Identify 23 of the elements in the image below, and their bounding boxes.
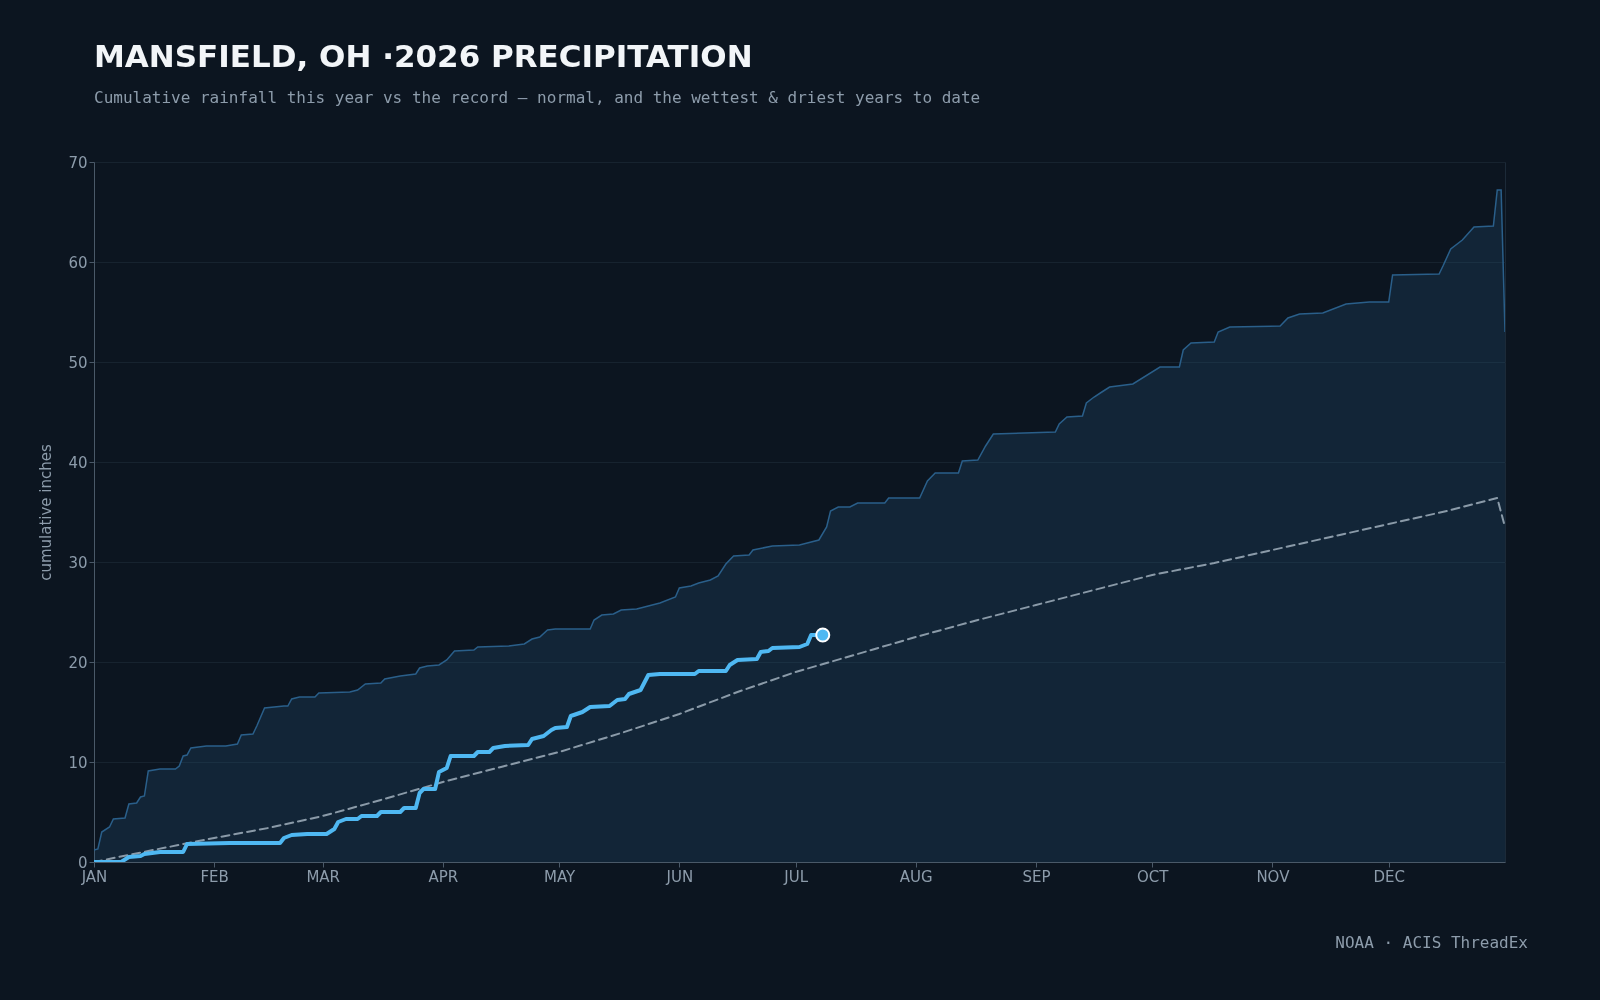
x-tick-label: MAY	[544, 867, 577, 886]
x-tick-label: APR	[428, 867, 459, 886]
y-tick-label: 60	[68, 253, 88, 272]
text: NOAA · ACIS ThreadEx	[1335, 933, 1528, 952]
y-tick-label: 20	[68, 653, 88, 672]
y-tick-label: 50	[68, 353, 88, 372]
x-tick-label: DEC	[1373, 867, 1405, 886]
x-tick-label: JUL	[783, 867, 809, 886]
y-axis-title: cumulative inches	[37, 444, 56, 581]
x-tick-label: SEP	[1022, 867, 1051, 886]
x-tick-label: NOV	[1256, 867, 1291, 886]
chart-subtitle: Cumulative rainfall this year vs the record — normal, and the wettest & driest years to date	[94, 88, 981, 107]
y-tick-label: 30	[68, 553, 88, 572]
y-tick-label: 70	[68, 153, 88, 172]
x-tick-label: FEB	[200, 867, 229, 886]
chart-title: MANSFIELD, OH ·2026 PRECIPITATION	[94, 38, 753, 74]
x-tick-label: OCT	[1137, 867, 1170, 886]
x-tick-label: MAR	[306, 867, 341, 886]
x-tick-label: JUN	[665, 867, 694, 886]
x-tick-label: AUG	[899, 867, 933, 886]
x-tick-label: JAN	[80, 867, 108, 886]
y-tick-label: 10	[68, 753, 88, 772]
y-tick-label: 40	[68, 453, 88, 472]
